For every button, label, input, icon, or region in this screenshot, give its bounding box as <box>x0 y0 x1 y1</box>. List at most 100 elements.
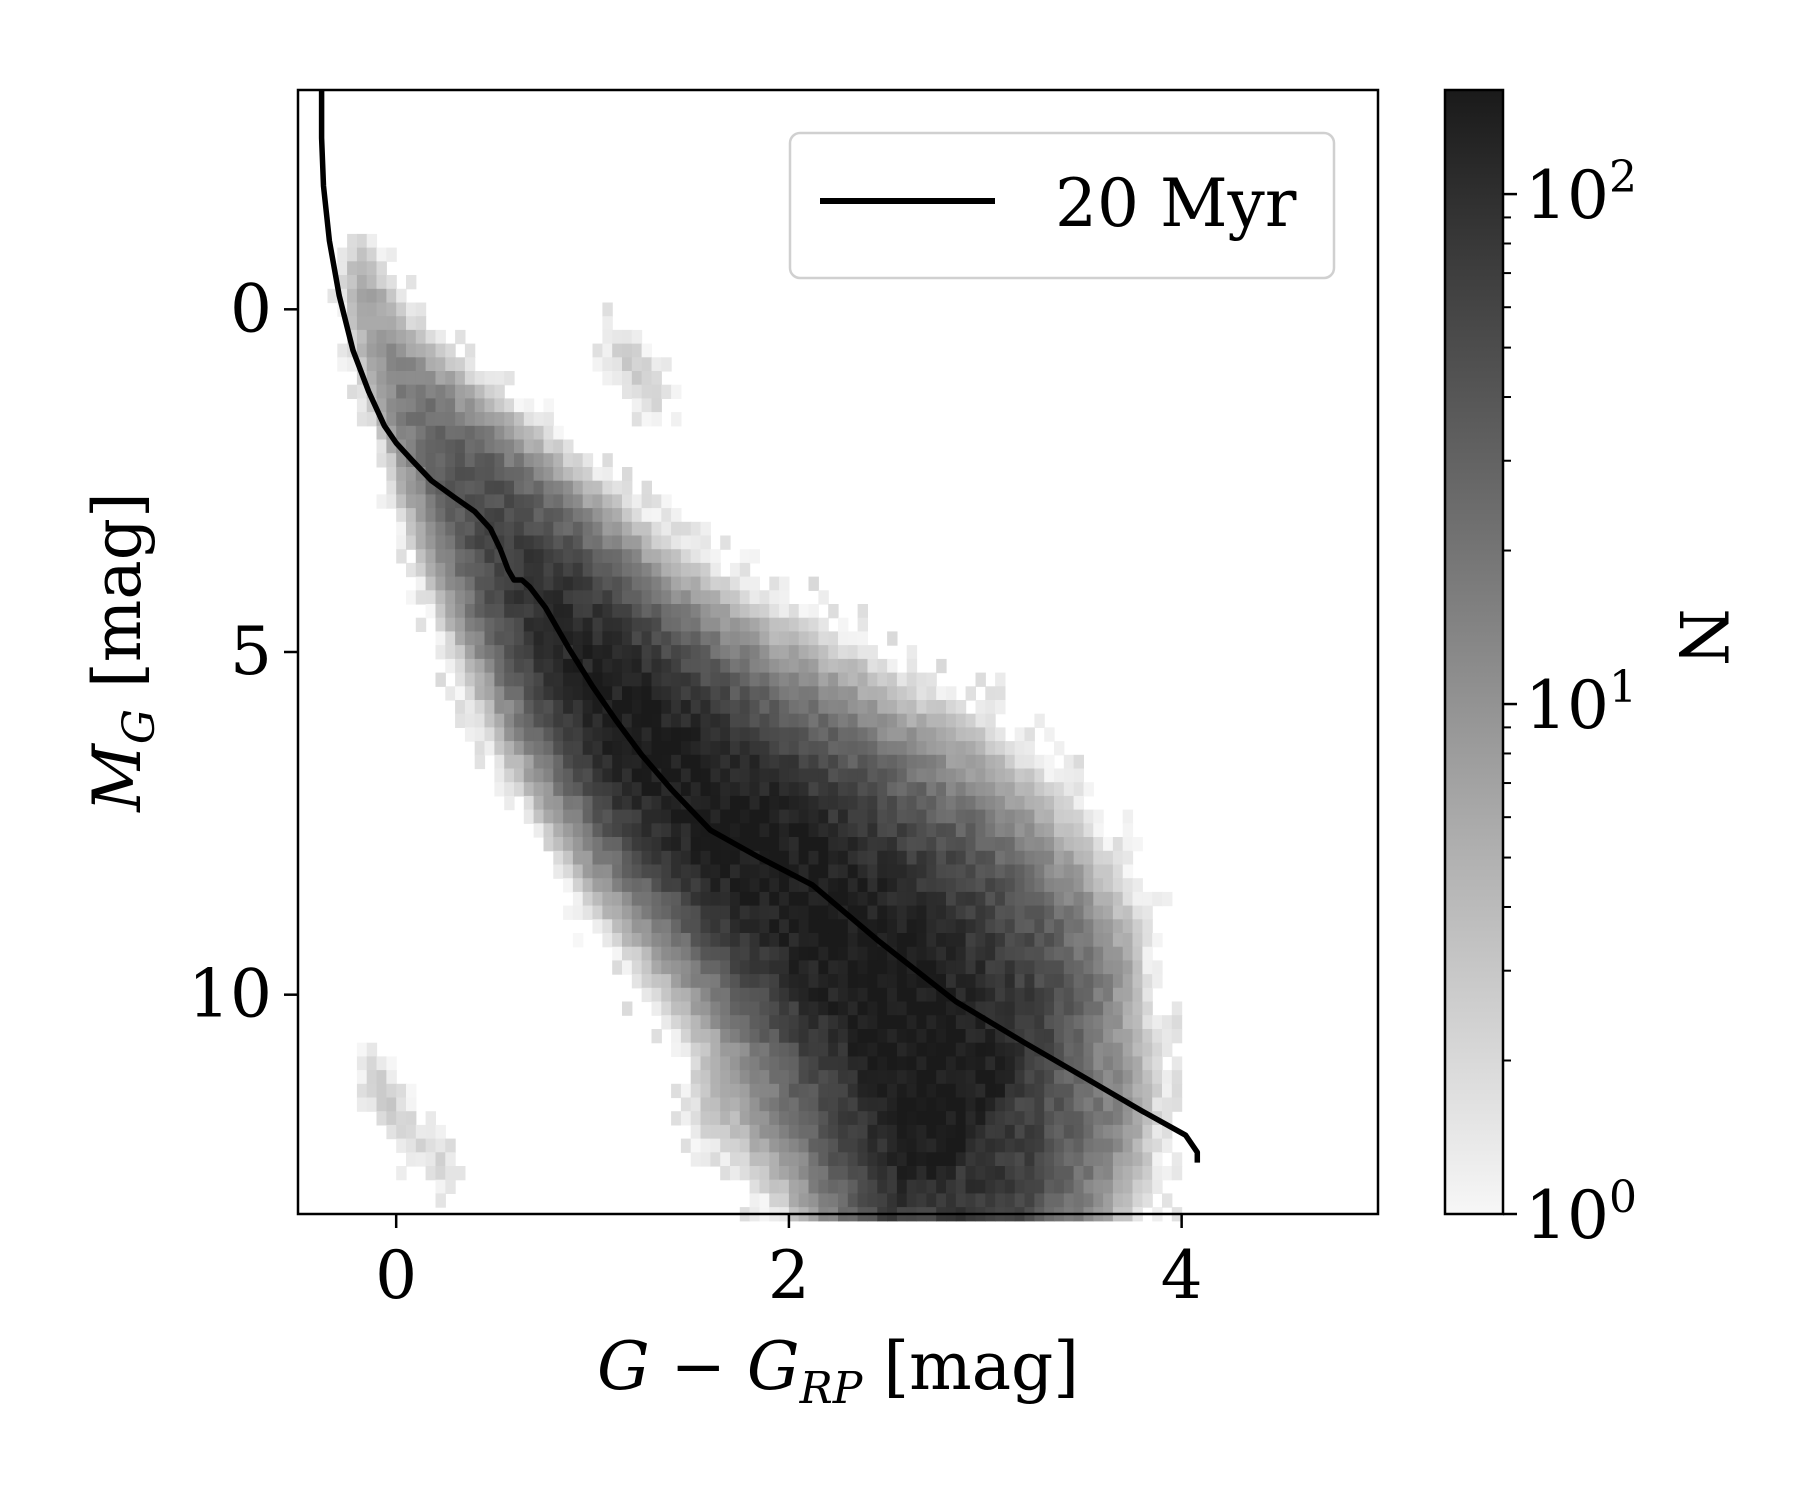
heatmap-cell <box>867 700 878 715</box>
heatmap-cell <box>788 891 800 907</box>
heatmap-cell <box>1103 1166 1114 1181</box>
heatmap-cell <box>582 467 594 482</box>
heatmap-cell <box>857 809 868 824</box>
heatmap-cell <box>759 987 770 1003</box>
heatmap-cell <box>759 768 770 783</box>
heatmap-cell <box>749 974 760 989</box>
heatmap-cell <box>523 439 535 454</box>
heatmap-cell <box>955 1056 967 1071</box>
heatmap-cell <box>1122 933 1134 948</box>
heatmap-cell <box>523 768 535 783</box>
heatmap-cell <box>1142 1193 1153 1208</box>
heatmap-cell <box>641 987 652 1003</box>
heatmap-cell <box>671 1042 682 1057</box>
heatmap-cell <box>592 343 603 358</box>
heatmap-cell <box>965 864 976 879</box>
heatmap-cell <box>1024 1070 1035 1085</box>
isochrone-line-20-myr <box>318 90 1201 1163</box>
heatmap-cell <box>690 864 702 879</box>
heatmap-cell <box>651 535 662 550</box>
heatmap-cell <box>779 933 790 948</box>
heatmap-cell <box>798 782 810 797</box>
heatmap-cell <box>916 850 927 866</box>
heatmap-cell <box>553 741 564 756</box>
heatmap-cell <box>1152 1179 1163 1194</box>
heatmap-cell <box>838 837 849 852</box>
heatmap-cell <box>1054 1193 1065 1208</box>
heatmap-cell <box>651 631 662 646</box>
heatmap-cell <box>641 795 652 811</box>
heatmap-cell <box>1073 837 1084 852</box>
heatmap-cell <box>494 521 505 537</box>
heatmap-cell <box>474 494 486 509</box>
heatmap-cell <box>455 713 466 728</box>
heatmap-cell <box>425 576 436 591</box>
heatmap-cell <box>661 727 672 742</box>
heatmap-cell <box>720 768 731 783</box>
heatmap-cell <box>572 823 584 838</box>
heatmap-cell <box>1083 809 1094 824</box>
heatmap-cell <box>1063 905 1075 920</box>
heatmap-cell <box>906 754 918 770</box>
heatmap-cell <box>769 919 780 934</box>
heatmap-cell <box>1142 1179 1153 1194</box>
heatmap-cell <box>415 384 427 399</box>
heatmap-cell <box>749 1138 760 1153</box>
heatmap-cell <box>415 562 427 578</box>
heatmap-cell <box>641 823 652 838</box>
heatmap-cell <box>494 754 505 770</box>
heatmap-cell <box>965 1083 976 1099</box>
heatmap-cell <box>523 631 535 646</box>
heatmap-cell <box>739 987 751 1003</box>
heatmap-cell <box>622 494 633 509</box>
heatmap-cell <box>1171 1001 1183 1016</box>
heatmap-cell <box>435 371 446 386</box>
heatmap-cell <box>631 521 643 537</box>
heatmap-cell <box>975 741 986 756</box>
heatmap-cell <box>1083 891 1094 907</box>
heatmap-cell <box>631 809 643 824</box>
heatmap-cell <box>749 672 760 687</box>
heatmap-cell <box>710 562 721 578</box>
heatmap-cell <box>739 1070 751 1085</box>
heatmap-cell <box>563 508 574 523</box>
heatmap-cell <box>798 837 810 852</box>
heatmap-cell <box>651 782 662 797</box>
heatmap-cell <box>1044 891 1055 907</box>
heatmap-cell <box>661 933 672 948</box>
heatmap-cell <box>828 795 839 811</box>
heatmap-cell <box>1063 850 1075 866</box>
heatmap-cell <box>995 891 1006 907</box>
heatmap-cell <box>906 1097 918 1112</box>
heatmap-cell <box>671 672 682 687</box>
heatmap-cell <box>1122 823 1134 838</box>
heatmap-cell <box>612 631 623 646</box>
heatmap-cell <box>406 1138 417 1153</box>
heatmap-cell <box>867 754 878 770</box>
heatmap-cells <box>327 233 1183 1222</box>
heatmap-cell <box>847 672 859 687</box>
heatmap-cell <box>1004 864 1016 879</box>
heatmap-cell <box>808 837 819 852</box>
heatmap-cell <box>622 384 633 399</box>
heatmap-cell <box>690 754 702 770</box>
heatmap-cell <box>1122 946 1134 961</box>
heatmap-cell <box>1103 837 1114 852</box>
heatmap-cell <box>602 371 613 386</box>
heatmap-cell <box>1152 1070 1163 1085</box>
heatmap-cell <box>857 1042 868 1057</box>
heatmap-cell <box>376 316 387 331</box>
heatmap-cell <box>1073 891 1084 907</box>
heatmap-cell <box>749 891 760 907</box>
heatmap-cell <box>936 754 947 770</box>
heatmap-cell <box>514 494 525 509</box>
heatmap-cell <box>739 713 751 728</box>
heatmap-cell <box>1152 933 1163 948</box>
heatmap-cell <box>1112 1124 1124 1140</box>
heatmap-cell <box>376 329 387 345</box>
heatmap-cell <box>464 631 476 646</box>
heatmap-cell <box>730 878 741 893</box>
heatmap-cell <box>739 823 751 838</box>
heatmap-cell <box>406 535 417 550</box>
heatmap-cell <box>818 864 829 879</box>
